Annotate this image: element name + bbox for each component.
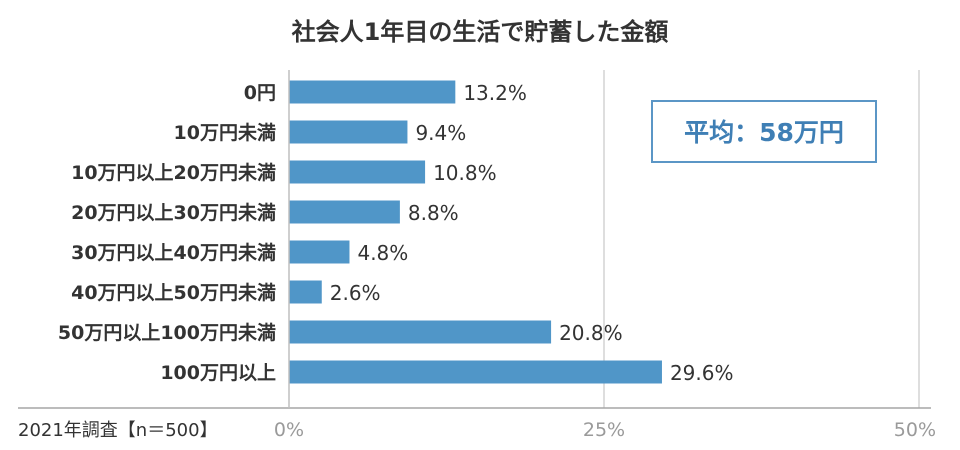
category-label-0: 0円 <box>244 82 276 104</box>
source-note: 2021年調査【n＝500】 <box>18 420 218 441</box>
bar-4 <box>289 240 350 264</box>
average-box <box>651 100 877 163</box>
category-label-7: 100万円以上 <box>160 362 276 384</box>
value-label-0: 13.2% <box>463 81 527 105</box>
average-label: 平均：58万円 <box>684 118 844 147</box>
value-labels: 13.2% 9.4% 10.8% 8.8%4.8% 2.6% 20.8% 29.6% <box>330 81 734 385</box>
bar-5 <box>289 280 322 304</box>
average-annotation: 平均：58万円 <box>651 100 877 163</box>
value-label-5: 2.6% <box>330 281 381 305</box>
value-label-4: 4.8% <box>357 241 408 265</box>
value-label-3: 8.8% <box>408 201 459 225</box>
category-labels: 0円 10万円未満 10万円以上20万円未満 20万円以上30万円未満 30万円以上40… <box>58 82 276 384</box>
category-label-5: 40万円以上50万円未満 <box>71 281 276 304</box>
category-label-3: 20万円以上30万円未満 <box>71 201 276 224</box>
bar-6 <box>289 320 552 344</box>
bar-0 <box>289 80 456 104</box>
category-label-1: 10万円未満 <box>174 121 276 144</box>
value-label-7: 29.6% <box>670 361 734 385</box>
x-tick-label-50: 50% <box>894 419 936 441</box>
value-label-1: 9.4% <box>415 121 466 145</box>
bar-1 <box>289 120 408 144</box>
value-label-6: 20.8% <box>559 321 623 345</box>
category-label-2: 10万円以上20万円未満 <box>71 161 276 184</box>
gridlines <box>603 70 920 408</box>
x-tick-label-0: 0% <box>274 419 304 441</box>
chart-title: 社会人1年目の生活で貯蓄した金額 <box>292 18 669 46</box>
category-label-4: 30万円以上40万円未満 <box>71 241 276 264</box>
bar-2 <box>289 160 426 184</box>
bar-7 <box>289 360 662 384</box>
bar-3 <box>289 200 400 224</box>
x-tick-label-25: 25% <box>583 419 625 441</box>
value-label-2: 10.8% <box>433 161 497 185</box>
bars <box>289 80 662 384</box>
category-label-6: 50万円以上100万円未満 <box>58 321 276 344</box>
x-tick-labels: 0% 25% 50% <box>274 419 936 441</box>
